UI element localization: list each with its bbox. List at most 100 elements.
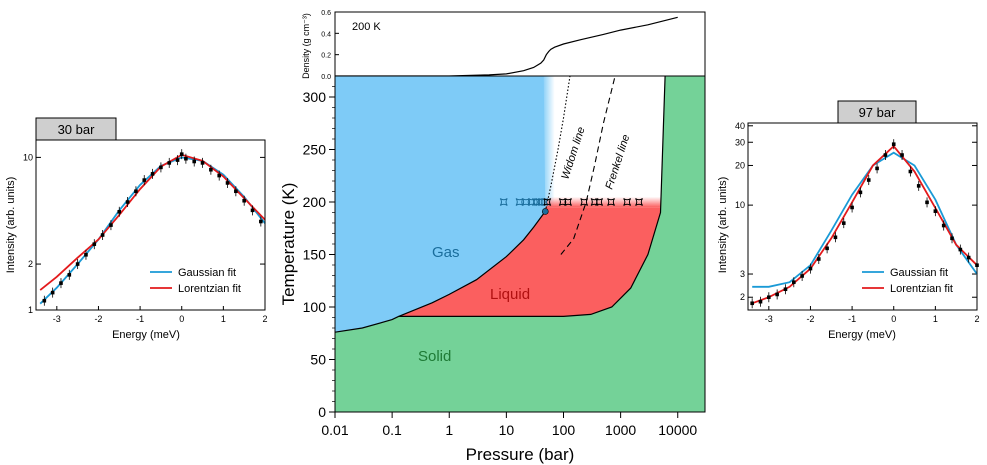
- data-point: [184, 156, 188, 161]
- y-tick-label: 10: [735, 200, 745, 210]
- data-point: [217, 173, 221, 178]
- data-point: [200, 161, 205, 165]
- right-inset-marks: -3 -2 -1 0 1 2 2 3 10 20 30 40: [735, 121, 980, 324]
- phase-diagram-xlabel: Pressure (bar): [466, 445, 575, 464]
- left-inset-legend: Gaussian fit Lorentzian fit: [150, 267, 241, 295]
- data-point: [142, 178, 147, 182]
- data-point: [883, 153, 888, 157]
- x-tick-label: 0: [891, 314, 896, 324]
- y-tick-label: 50: [310, 352, 326, 368]
- x-tick-label: 1: [933, 314, 938, 324]
- density-marks: 0.0 0.2 0.4 0.6: [321, 10, 678, 81]
- legend-lorentzian-label: Lorentzian fit: [178, 283, 241, 295]
- x-tick-label: -3: [765, 314, 773, 324]
- x-tick-label: 2: [974, 314, 979, 324]
- liquid-fade-band: [546, 196, 661, 208]
- left-inset-title: 30 bar: [58, 122, 96, 137]
- data-point: [783, 287, 788, 292]
- x-tick-label: -1: [848, 314, 856, 324]
- left-inset-chart: 30 bar -3 -2 -1 0 1 2 1 2 10 Energy (meV) Intens…: [5, 117, 268, 341]
- legend-gaussian-label: Gaussian fit: [178, 267, 236, 279]
- data-point: [866, 178, 871, 182]
- y-tick-label: 20: [735, 160, 745, 170]
- y-tick-label: 1: [28, 305, 33, 315]
- measurement-marker: [564, 198, 572, 206]
- measurement-marker: [522, 198, 530, 206]
- x-tick-label: -3: [53, 314, 61, 324]
- x-tick-label: 0.01: [321, 422, 348, 438]
- data-point: [150, 172, 155, 176]
- x-tick-label: -1: [136, 314, 144, 324]
- data-point: [192, 159, 197, 164]
- gas-region: [335, 76, 546, 333]
- x-tick-label: -2: [94, 314, 102, 324]
- phase-diagram-frame: [334, 75, 706, 413]
- sublimation-curve: [334, 315, 399, 333]
- data-point: [159, 165, 163, 170]
- data-point: [234, 189, 238, 194]
- measurement-marker: [623, 198, 632, 206]
- y-tick-label: 40: [735, 121, 745, 131]
- gaussian-fit-line: [752, 151, 978, 288]
- x-tick-label: 1: [445, 422, 453, 438]
- data-point: [916, 184, 921, 188]
- left-inset-ylabel: Intensity (arb. units): [5, 177, 17, 274]
- gaussian-fit-line: [39, 156, 266, 305]
- measurement-marker: [595, 198, 604, 206]
- critical-point: [541, 208, 549, 215]
- data-point: [825, 246, 829, 251]
- widom-line: [544, 75, 571, 212]
- data-point: [259, 219, 263, 224]
- data-point: [808, 266, 813, 271]
- right-inset-legend: Gaussian fit Lorentzian fit: [862, 267, 953, 295]
- data-point: [92, 242, 97, 246]
- x-tick-label: 0.1: [382, 422, 402, 438]
- lorentzian-fit-line: [39, 153, 266, 291]
- y-tick-label: 100: [303, 299, 327, 315]
- y-tick-label: 3: [740, 269, 745, 279]
- measurement-marker: [635, 198, 643, 206]
- liquid-region: [398, 207, 661, 317]
- measurement-marker: [499, 198, 508, 206]
- density-y-tick-label: 0.6: [321, 10, 331, 17]
- y-tick-label: 0: [318, 404, 326, 420]
- data-point: [775, 292, 779, 297]
- measurement-marker: [558, 198, 567, 206]
- x-tick-label: 2: [262, 314, 267, 324]
- y-tick-label: 2: [740, 292, 745, 302]
- data-point: [850, 205, 854, 210]
- data-point: [50, 290, 55, 295]
- density-y-tick-label: 0.4: [321, 31, 331, 38]
- right-inset-title: 97 bar: [859, 105, 897, 120]
- right-inset-frame: [747, 122, 978, 311]
- phase-diagram: 0.01 0.1 1 10 100 1000 10000 0 50 100 150 200 250 300…: [279, 75, 706, 464]
- y-tick-label: 30: [735, 137, 745, 147]
- density-y-tick-label: 0.2: [321, 53, 331, 60]
- density-ylabel: Density (g cm⁻³): [301, 13, 311, 79]
- data-point: [792, 280, 796, 285]
- data-point: [858, 190, 863, 195]
- data-point: [750, 301, 754, 306]
- data-point: [134, 189, 138, 194]
- data-point: [100, 233, 105, 237]
- y-tick-label: 300: [303, 89, 327, 105]
- density-y-tick-label: 0.0: [321, 74, 331, 81]
- boiling-curve: [398, 211, 546, 317]
- data-point: [179, 152, 184, 156]
- data-point: [800, 274, 804, 278]
- x-tick-label: 10000: [658, 422, 697, 438]
- data-point: [758, 299, 763, 304]
- solid-region: [335, 76, 705, 412]
- data-point: [42, 298, 47, 303]
- x-tick-label: 100: [552, 422, 576, 438]
- legend-gaussian-label: Gaussian fit: [890, 267, 948, 279]
- data-point: [117, 210, 122, 214]
- measurement-marker: [607, 198, 615, 206]
- y-tick-label: 150: [303, 247, 327, 263]
- measurement-marks: 0.01 0.1 1 10 100 1000 10000 0 50 100 150 200 250 300: [303, 86, 697, 438]
- x-tick-label: 1: [221, 314, 226, 324]
- left-inset-xlabel: Energy (meV): [112, 329, 180, 341]
- y-tick-label: 250: [303, 142, 327, 158]
